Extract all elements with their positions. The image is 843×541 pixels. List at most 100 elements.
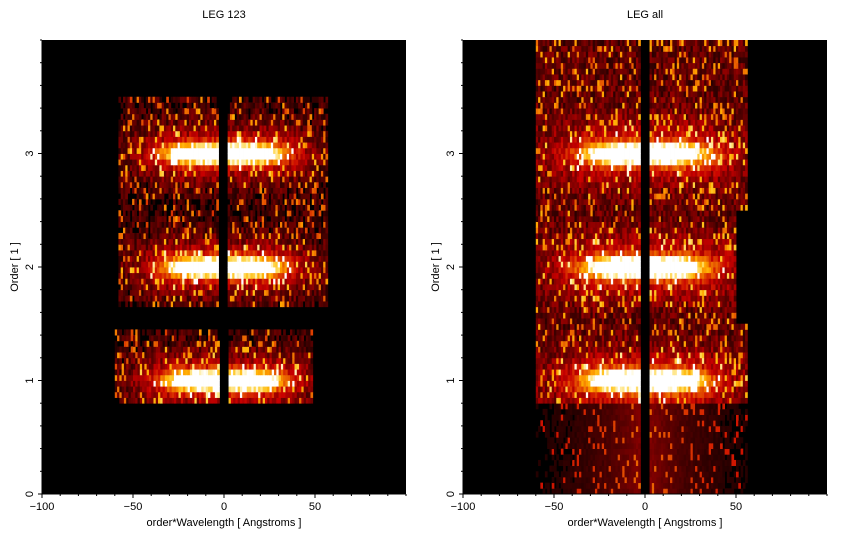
heatmap-cell (273, 125, 276, 132)
heatmap-cell (159, 130, 163, 137)
heatmap-cell (608, 471, 612, 478)
heatmap-cell (320, 108, 324, 115)
heatmap-cell (617, 437, 621, 444)
heatmap-cell (134, 204, 138, 211)
heatmap-cell (161, 289, 165, 296)
heatmap-cell (649, 488, 653, 495)
heatmap-cell (295, 289, 299, 296)
heatmap-cell (685, 482, 689, 489)
heatmap-cell (245, 170, 249, 177)
heatmap-cell (127, 113, 131, 120)
heatmap-cell (152, 267, 156, 274)
heatmap-cell (198, 397, 202, 404)
heatmap-cell (241, 278, 244, 285)
heatmap-cell (125, 272, 128, 279)
heatmap-cell (275, 136, 279, 143)
heatmap-cell (311, 210, 315, 217)
heatmap-cell (629, 437, 632, 444)
heatmap-cell (277, 176, 281, 183)
heatmap-cell (697, 459, 700, 467)
heatmap-cell (186, 119, 190, 126)
heatmap-cell (286, 159, 290, 166)
heatmap-cell (151, 357, 154, 364)
heatmap-cell (267, 363, 270, 370)
heatmap-cell (242, 374, 245, 381)
heatmap-cell (187, 329, 191, 336)
heatmap-cell (318, 102, 322, 109)
heatmap-cell (567, 459, 571, 467)
heatmap-cell (212, 340, 216, 347)
heatmap-cell (209, 136, 213, 143)
heatmap-cell (125, 255, 128, 262)
heatmap-cell (246, 391, 250, 398)
heatmap-cell (261, 284, 265, 291)
heatmap-cell (159, 261, 163, 268)
heatmap-cell (126, 340, 129, 347)
heatmap-cell (289, 147, 292, 154)
heatmap-cell (255, 340, 259, 347)
heatmap-cell (286, 204, 290, 211)
heatmap-cell (236, 113, 240, 120)
heatmap-cell (122, 295, 126, 302)
heatmap-cell (177, 198, 181, 205)
heatmap-cell (688, 459, 691, 467)
heatmap-cell (270, 227, 274, 234)
heatmap-cell (176, 340, 179, 347)
heatmap-cell (182, 232, 185, 240)
heatmap-cell (745, 476, 748, 484)
heatmap-cell (250, 136, 254, 143)
heatmap-cell (547, 425, 550, 432)
heatmap-cell (599, 448, 603, 455)
heatmap-cell (130, 386, 134, 393)
heatmap-cell (248, 153, 251, 160)
heatmap-cell (217, 352, 220, 359)
heatmap-cell (268, 119, 272, 126)
heatmap-cell (182, 193, 185, 200)
heatmap-cell (232, 227, 235, 234)
heatmap-cell (302, 181, 306, 188)
heatmap-cell (125, 249, 128, 257)
heatmap-cell (179, 227, 183, 234)
heatmap-cell (173, 255, 176, 262)
heatmap-cell (258, 380, 261, 387)
heatmap-cell (188, 295, 192, 302)
heatmap-cell (293, 278, 297, 285)
heatmap-cell (184, 272, 188, 279)
heatmap-cell (266, 289, 269, 296)
heatmap-cell (284, 102, 288, 109)
heatmap-cell (176, 386, 179, 393)
heatmap-cell (241, 108, 244, 115)
heatmap-cell (154, 142, 158, 149)
heatmap-cell (207, 284, 210, 291)
heatmap-cell (216, 244, 219, 251)
heatmap-cell (320, 238, 324, 245)
heatmap-cell (214, 352, 218, 359)
heatmap-cell (163, 289, 167, 296)
heatmap-cell (200, 176, 204, 183)
heatmap-cell (279, 136, 283, 143)
heatmap-cell (300, 102, 304, 109)
heatmap-cell (697, 471, 700, 478)
heatmap-cell (273, 170, 276, 177)
heatmap-cell (663, 454, 666, 461)
heatmap-cell (122, 130, 126, 137)
heatmap-cell (123, 397, 127, 404)
heatmap-cell (275, 193, 279, 200)
heatmap-cell (301, 391, 305, 398)
heatmap-cell (141, 221, 144, 228)
heatmap-cell (304, 119, 308, 126)
heatmap-cell (576, 465, 580, 472)
heatmap-cell (254, 284, 258, 291)
heatmap-cell (293, 261, 297, 268)
heatmap-cell (270, 136, 274, 143)
heatmap-cell (311, 170, 315, 177)
heatmap-cell (304, 136, 308, 143)
heatmap-cell (699, 482, 703, 489)
heatmap-cell (665, 488, 669, 495)
heatmap-cell (715, 459, 719, 467)
heatmap-cell (259, 244, 263, 251)
heatmap-cell (282, 244, 285, 251)
heatmap-cell (554, 442, 557, 450)
heatmap-cell (606, 482, 609, 489)
heatmap-cell (300, 159, 304, 166)
